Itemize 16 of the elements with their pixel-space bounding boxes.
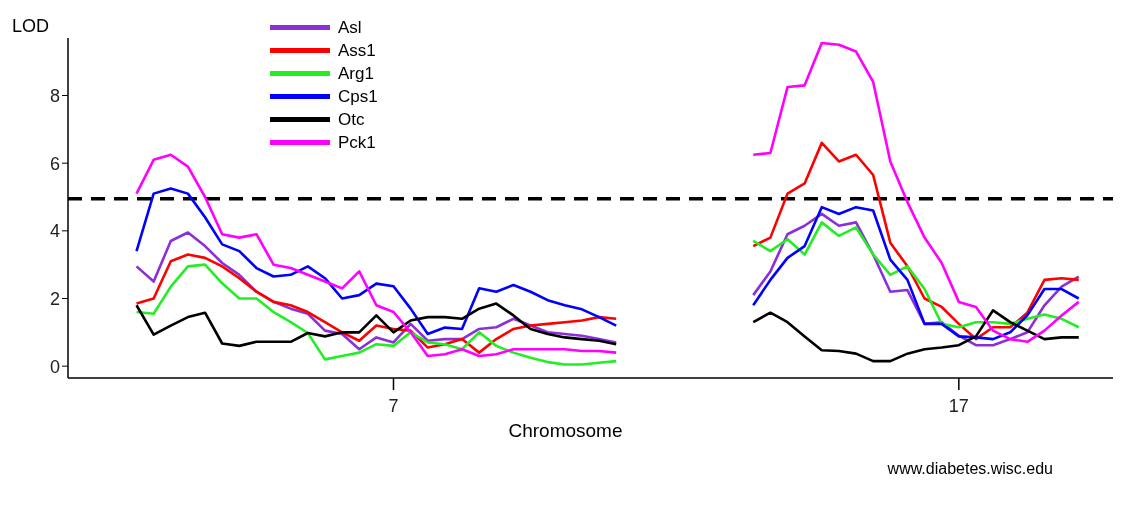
legend-label: Pck1	[338, 132, 376, 153]
x-tick-label: 7	[388, 396, 399, 416]
y-tick-label: 6	[49, 153, 60, 174]
text: www.diabetes.wisc.edu	[887, 460, 1053, 478]
legend-label: Arg1	[338, 63, 374, 84]
y-tick-label: 8	[49, 85, 60, 106]
x-tick-label: 17	[948, 396, 969, 416]
y-tick-label: 2	[49, 288, 60, 309]
legend-label: Asl	[338, 17, 362, 38]
legend-label: Cps1	[338, 86, 378, 107]
y-axis-title: LOD	[12, 16, 50, 37]
legend-label: Otc	[338, 109, 365, 130]
legend-label: Ass1	[338, 40, 376, 61]
y-tick-label: 4	[49, 221, 60, 242]
x-axis-title: Chromosome	[507, 420, 624, 442]
y-tick-label: 0	[49, 356, 60, 377]
